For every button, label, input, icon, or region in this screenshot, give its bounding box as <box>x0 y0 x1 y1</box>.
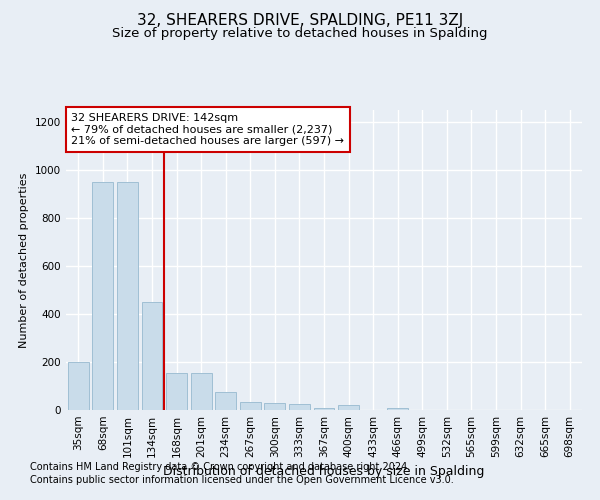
Y-axis label: Number of detached properties: Number of detached properties <box>19 172 29 348</box>
Text: 32, SHEARERS DRIVE, SPALDING, PE11 3ZJ: 32, SHEARERS DRIVE, SPALDING, PE11 3ZJ <box>137 12 463 28</box>
Text: Contains HM Land Registry data © Crown copyright and database right 2024.: Contains HM Land Registry data © Crown c… <box>30 462 410 472</box>
Bar <box>166 373 187 410</box>
Bar <box>314 408 334 410</box>
Bar <box>117 182 138 410</box>
Bar <box>142 302 163 410</box>
Text: Size of property relative to detached houses in Spalding: Size of property relative to detached ho… <box>112 28 488 40</box>
Bar <box>387 408 408 410</box>
Bar <box>265 403 286 410</box>
Text: Contains public sector information licensed under the Open Government Licence v3: Contains public sector information licen… <box>30 475 454 485</box>
Bar <box>215 392 236 410</box>
Bar <box>191 373 212 410</box>
Bar <box>240 402 261 410</box>
Text: 32 SHEARERS DRIVE: 142sqm
← 79% of detached houses are smaller (2,237)
21% of se: 32 SHEARERS DRIVE: 142sqm ← 79% of detac… <box>71 113 344 146</box>
Bar <box>289 404 310 410</box>
Bar <box>92 182 113 410</box>
Bar <box>68 362 89 410</box>
X-axis label: Distribution of detached houses by size in Spalding: Distribution of detached houses by size … <box>163 466 485 478</box>
Bar <box>338 405 359 410</box>
